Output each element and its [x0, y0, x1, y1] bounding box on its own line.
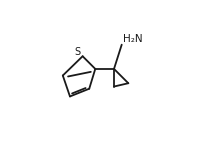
Text: H₂N: H₂N [123, 34, 143, 44]
Text: S: S [75, 47, 81, 57]
